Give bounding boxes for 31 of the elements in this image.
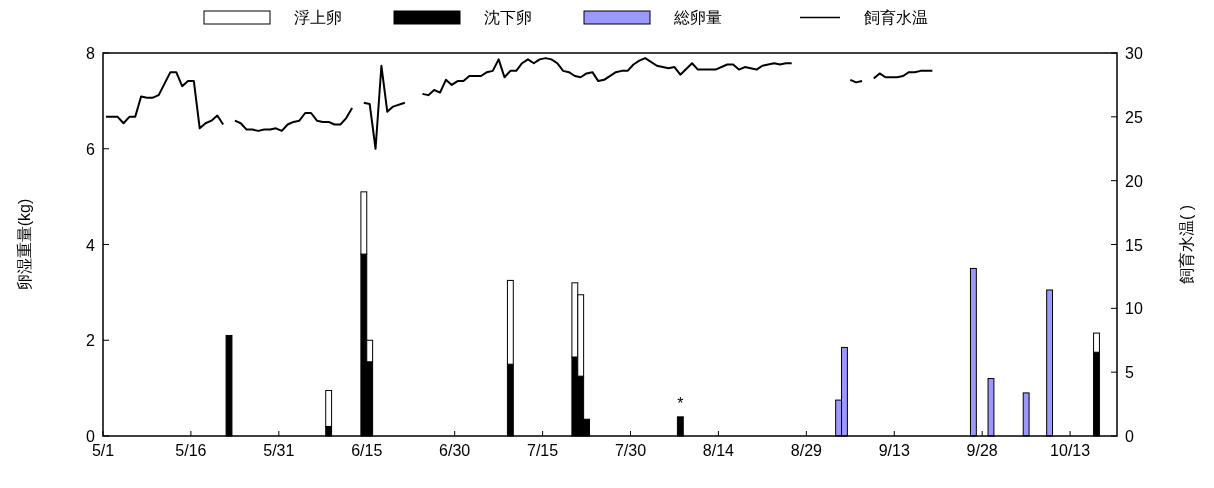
y-tick-label: 0 [86, 428, 96, 445]
legend-label: 沈下卵 [484, 9, 532, 26]
y2-tick-label: 0 [1125, 428, 1134, 445]
x-tick-label: 6/15 [351, 442, 383, 459]
x-tick-label: 9/13 [878, 442, 910, 459]
y2-tick-label: 20 [1125, 172, 1143, 190]
x-tick-label: 5/16 [175, 442, 207, 459]
x-tick-label: 8/14 [702, 442, 735, 459]
y2-tick-label: 30 [1125, 45, 1143, 62]
annotation: * [677, 394, 684, 412]
legend-label: 総卵量 [673, 9, 722, 26]
x-tick-label: 8/29 [790, 442, 823, 459]
x-tick-label: 5/1 [91, 442, 115, 459]
y2-tick-label: 5 [1125, 364, 1134, 382]
y-tick-label: 4 [86, 236, 96, 254]
x-tick-label: 5/31 [263, 442, 295, 459]
x-tick-label: 10/13 [1050, 442, 1091, 459]
legend-label: 浮上卵 [294, 9, 342, 26]
y2-tick-label: 25 [1125, 108, 1143, 126]
x-tick-label: 7/15 [527, 442, 559, 459]
x-tick-label: 6/30 [439, 442, 471, 459]
y-tick-label: 2 [86, 332, 96, 350]
y-axis-title: 卵湿重量(kg) [16, 198, 33, 291]
y2-tick-label: 10 [1125, 300, 1143, 318]
legend-label: 飼育水温 [864, 9, 928, 26]
x-tick-label: 9/28 [966, 442, 998, 459]
y2-tick-label: 15 [1125, 236, 1143, 254]
x-tick-label: 7/30 [614, 442, 647, 459]
y-tick-label: 8 [86, 45, 96, 62]
y-tick-label: 6 [86, 140, 96, 158]
y2-axis-title: 飼育水温( ) [1178, 204, 1195, 285]
